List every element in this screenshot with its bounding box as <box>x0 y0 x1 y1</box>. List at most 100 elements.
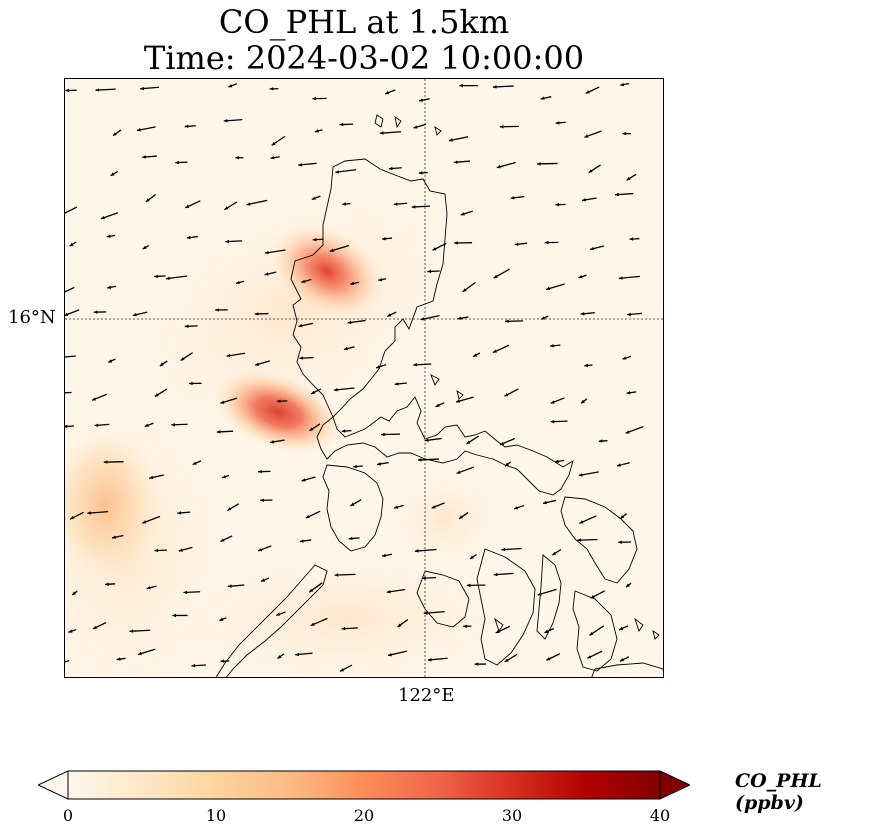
colorbar-gradient <box>67 770 661 800</box>
wind-arrow-head <box>333 388 338 392</box>
wind-arrow-head <box>435 403 440 407</box>
wind-arrow-head <box>386 590 391 594</box>
wind-arrow-head <box>347 320 352 325</box>
wind-arrow-head <box>544 240 549 245</box>
wind-arrow-head <box>394 505 398 509</box>
wind-arrow-head <box>271 141 276 146</box>
wind-arrow-head <box>542 500 547 505</box>
wind-arrow-head <box>309 427 314 431</box>
wind-arrow-head <box>106 234 111 238</box>
coastline-samar <box>560 496 638 584</box>
map-panel[interactable] <box>64 78 664 678</box>
wind-arrow-head <box>546 657 551 661</box>
wind-arrow-head <box>142 520 147 524</box>
wind-arrow-head <box>92 625 97 629</box>
wind-arrow-head <box>220 400 225 404</box>
wind-arrow-head <box>418 171 423 175</box>
wind-arrow-head <box>582 198 586 202</box>
wind-arrow-head <box>309 588 314 593</box>
wind-arrow-head <box>376 365 381 369</box>
wind-arrow-head <box>223 119 228 123</box>
wind-arrow-head <box>142 155 146 159</box>
wind-arrow-head <box>339 122 344 127</box>
wind-arrow-head <box>142 245 147 250</box>
wind-arrow-head <box>579 520 584 524</box>
wind-arrow-head <box>537 592 542 596</box>
wind-arrow-head <box>132 312 137 317</box>
plume-broad-east <box>385 469 505 569</box>
wind-arrow-head <box>116 657 121 661</box>
wind-arrow-head <box>269 87 274 91</box>
wind-arrow-head <box>463 624 467 628</box>
wind-arrow-head <box>298 323 303 328</box>
wind-arrow-head <box>110 172 115 176</box>
wind-arrow-head <box>94 423 99 427</box>
wind-arrow-head <box>462 288 467 292</box>
coastline-small-islands <box>374 114 660 640</box>
wind-arrow-head <box>473 353 478 357</box>
wind-arrow-head <box>388 166 393 171</box>
wind-arrow-head <box>427 657 432 662</box>
wind-arrow-head <box>246 202 251 206</box>
wind-arrow-head <box>235 280 240 285</box>
wind-arrow-head <box>144 423 149 427</box>
wind-arrow-head <box>414 549 419 553</box>
wind-arrow-head <box>504 392 509 397</box>
wind-arrow-head <box>387 652 392 657</box>
coastline-luzon <box>290 158 448 418</box>
wind-arrow-head <box>270 155 275 160</box>
colorbar-tick-label: 20 <box>353 806 375 825</box>
wind-arrow-head <box>500 441 505 445</box>
wind-arrow-head <box>129 629 134 633</box>
hotspot-north-luzon <box>269 223 385 319</box>
wind-arrow-head <box>180 357 185 361</box>
wind-arrow <box>414 548 437 552</box>
wind-arrow-head <box>92 397 97 401</box>
wind-arrow-head <box>540 96 545 100</box>
wind-arrow-head <box>493 572 498 577</box>
wind-arrow-head <box>261 578 265 582</box>
wind-arrow-head <box>554 459 559 464</box>
wind-arrow-head <box>224 206 229 210</box>
map-title-line1: CO_PHL at 1.5km <box>218 3 510 41</box>
wind-arrow-head <box>311 390 316 394</box>
wind-arrow-head <box>413 363 417 367</box>
wind-arrow-head <box>192 461 197 465</box>
wind-arrow-head <box>276 612 281 616</box>
wind-arrow-head <box>504 658 509 662</box>
wind-arrow-head <box>69 242 74 247</box>
wind-arrow-head <box>301 279 306 283</box>
coastline-cebu-leyte <box>536 554 618 672</box>
coastline-south-luzon <box>316 396 574 496</box>
wind-arrow-head <box>413 125 418 129</box>
wind-arrow-head <box>277 654 282 659</box>
wind-arrow-head <box>340 668 345 672</box>
colorbar-min-extend <box>38 770 69 800</box>
wind-arrow-head <box>312 237 317 242</box>
wind-arrow-head <box>495 629 500 633</box>
coastlines <box>215 114 663 677</box>
wind-arrow-head <box>220 538 225 542</box>
wind-arrow-head <box>136 128 141 132</box>
colorbar-max-extend <box>659 770 690 800</box>
wind-arrow-head <box>377 462 382 466</box>
wind-arrow-head <box>101 215 105 220</box>
colorbar <box>38 770 690 800</box>
wind-arrow-head <box>584 363 589 368</box>
wind-arrow-head <box>258 469 262 474</box>
wind-arrow-head <box>387 313 392 317</box>
wind-arrow-head <box>175 160 179 165</box>
wind-arrow-head <box>188 381 193 386</box>
wind-arrow-head <box>260 498 264 502</box>
wind-arrow-head <box>276 399 281 403</box>
wind-arrow-head <box>629 237 634 241</box>
wind-arrow-head <box>619 658 624 662</box>
wind-arrow <box>65 391 72 394</box>
wind-arrow-head <box>107 285 112 289</box>
wind-arrow-head <box>140 86 144 91</box>
wind-arrow-head <box>423 611 428 615</box>
wind-arrow-head <box>544 629 549 633</box>
wind-arrow-head <box>424 438 429 442</box>
wind-arrow-head <box>348 536 353 541</box>
wind-arrow <box>65 286 75 293</box>
